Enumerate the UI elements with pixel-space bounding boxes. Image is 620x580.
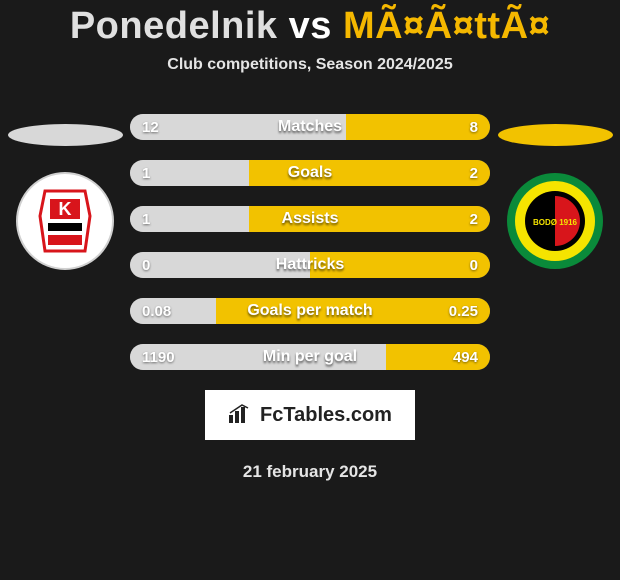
stat-label: Assists bbox=[282, 210, 339, 228]
stat-row: 1 Assists 2 bbox=[130, 206, 490, 232]
stat-label: Min per goal bbox=[263, 348, 357, 366]
brand-text: FcTables.com bbox=[260, 404, 392, 427]
main-content: K 12Matches81Goals21Assists20Hattricks00… bbox=[0, 114, 620, 370]
brand-chart-icon bbox=[228, 403, 254, 428]
left-team-column: K bbox=[0, 114, 130, 271]
left-accent-ellipse bbox=[8, 124, 123, 146]
svg-text:K: K bbox=[59, 199, 72, 219]
stat-right-value: 494 bbox=[428, 349, 478, 366]
stat-right-value: 8 bbox=[428, 119, 478, 136]
stat-right-value: 2 bbox=[428, 165, 478, 182]
stat-label: Goals bbox=[288, 164, 332, 182]
stat-right-value: 2 bbox=[428, 211, 478, 228]
stat-right-value: 0.25 bbox=[428, 303, 478, 320]
stat-left-value: 1 bbox=[142, 211, 192, 228]
stat-label: Matches bbox=[278, 118, 342, 136]
player2-name: MÃ¤Ã¤ttÃ¤ bbox=[343, 5, 550, 47]
player1-name: Ponedelnik bbox=[70, 5, 278, 47]
svg-text:BODØ 1916: BODØ 1916 bbox=[533, 218, 578, 227]
stats-table: 12 Matches 8 1 Goals 2 1 Assists 2 0 Hattricks 0 0.0… bbox=[130, 114, 490, 370]
subtitle: Club competitions, Season 2024/2025 bbox=[0, 56, 620, 74]
stat-left-value: 12 bbox=[142, 119, 192, 136]
stat-row: 0.08 Goals per match 0.25 bbox=[130, 298, 490, 324]
stat-row: 1190 Min per goal 494 bbox=[130, 344, 490, 370]
stat-left-value: 0.08 bbox=[142, 303, 192, 320]
stat-row: 12 Matches 8 bbox=[130, 114, 490, 140]
right-team-logo: BODØ 1916 bbox=[505, 171, 605, 271]
left-team-logo: K bbox=[15, 171, 115, 271]
stat-row: 0 Hattricks 0 bbox=[130, 252, 490, 278]
stat-left-value: 1 bbox=[142, 165, 192, 182]
right-team-column: BODØ 1916 bbox=[490, 114, 620, 271]
stat-row: 1 Goals 2 bbox=[130, 160, 490, 186]
vs-text: vs bbox=[289, 5, 332, 47]
stat-label: Hattricks bbox=[276, 256, 344, 274]
right-logo-icon: BODØ 1916 bbox=[505, 171, 605, 271]
left-logo-icon: K bbox=[15, 171, 115, 271]
stat-label: Goals per match bbox=[247, 302, 372, 320]
stat-right-value: 0 bbox=[428, 257, 478, 274]
comparison-title: Ponedelnik vs MÃ¤Ã¤ttÃ¤ bbox=[0, 5, 620, 48]
brand-logo[interactable]: FcTables.com bbox=[205, 390, 415, 440]
right-accent-ellipse bbox=[498, 124, 613, 146]
stat-left-value: 0 bbox=[142, 257, 192, 274]
stat-left-value: 1190 bbox=[142, 349, 192, 366]
footer-date: 21 february 2025 bbox=[0, 462, 620, 482]
